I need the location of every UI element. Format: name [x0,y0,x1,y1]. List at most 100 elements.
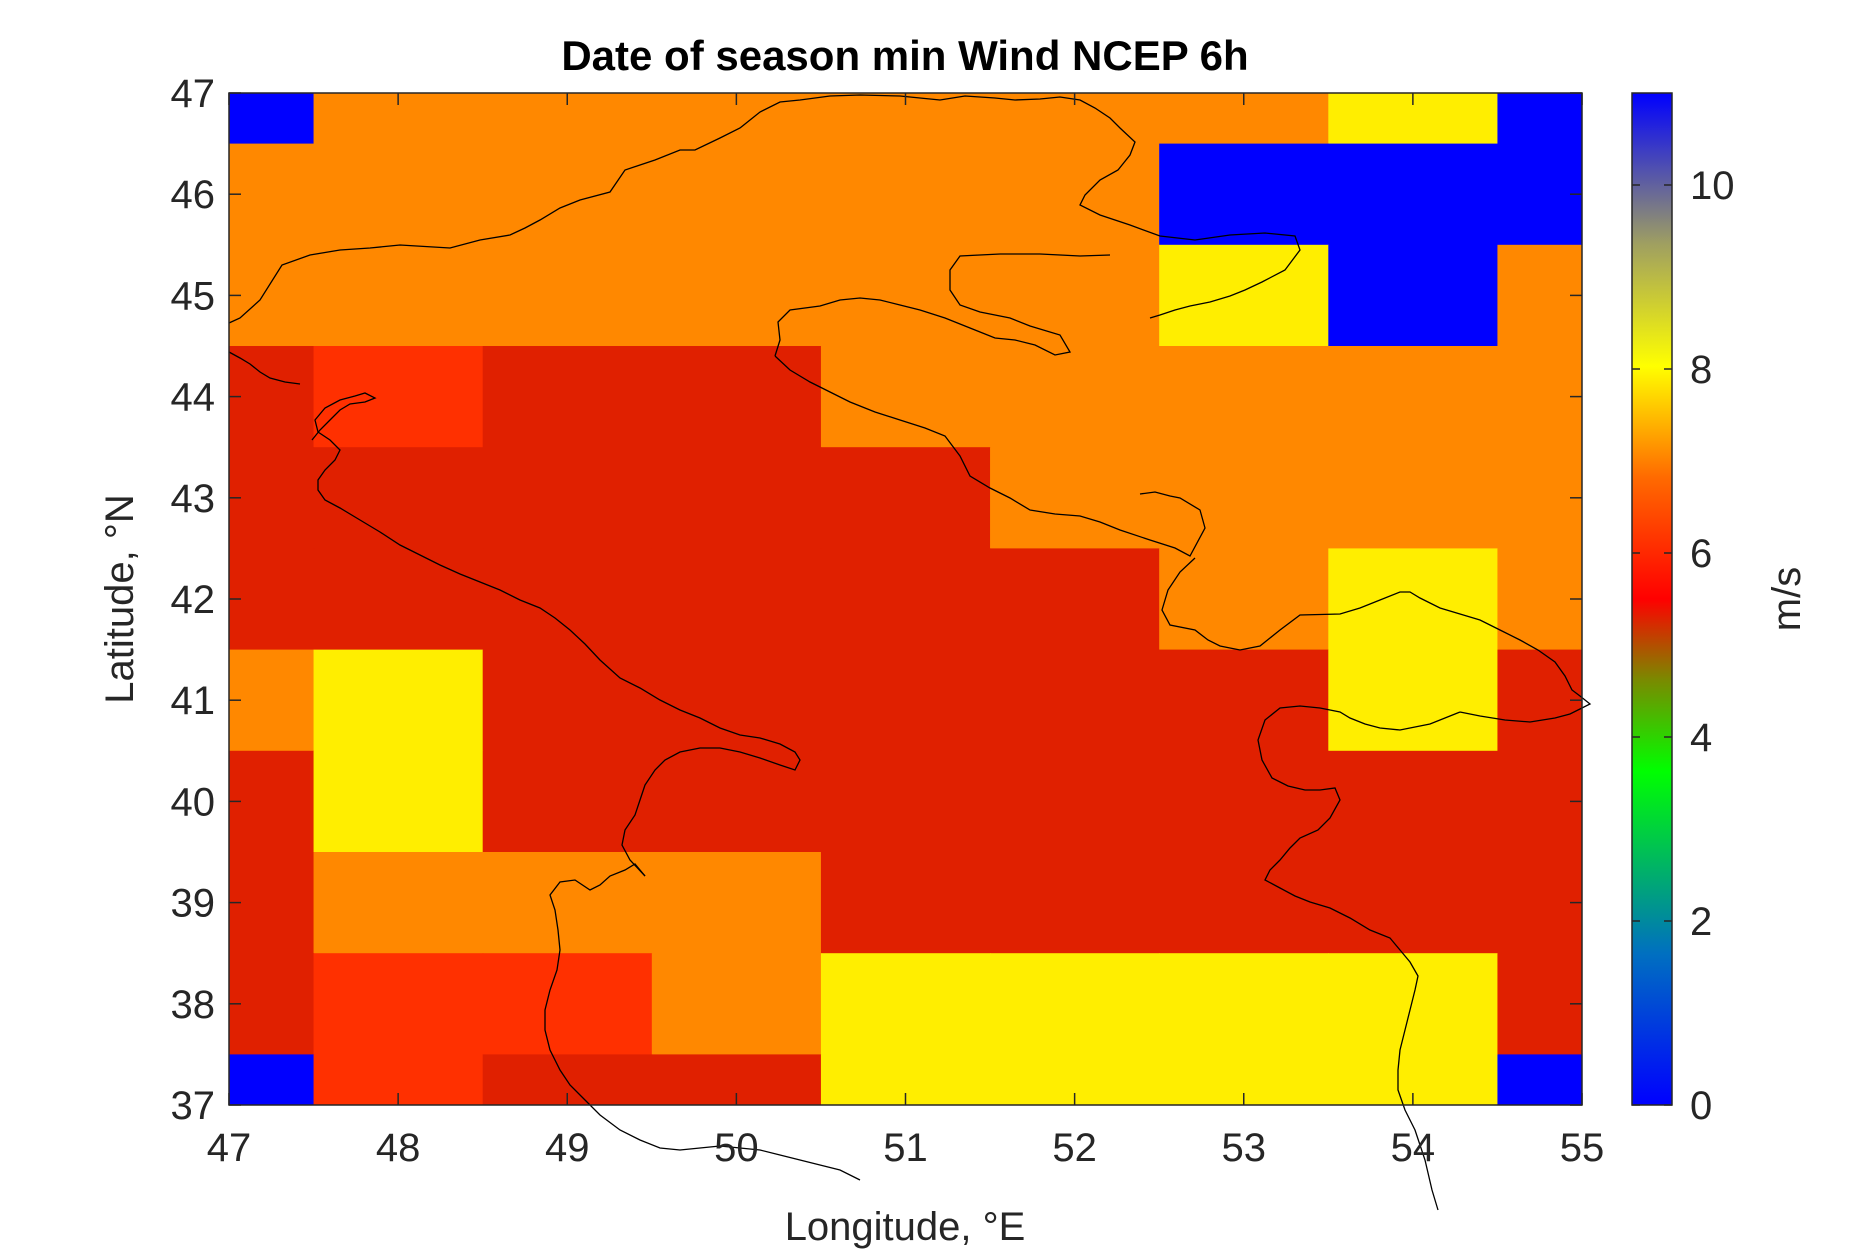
heatmap-cell [1328,852,1498,954]
y-tick-label: 44 [171,376,216,420]
heatmap-cell [482,244,653,347]
heatmap-cell [651,447,822,549]
heatmap-cell [1328,750,1498,853]
heatmap-cell [651,649,822,752]
heatmap-cell [1159,244,1329,347]
heatmap-cell [1497,750,1583,853]
heatmap-cell [1497,143,1583,246]
heatmap-cell [1159,548,1329,651]
heatmap-cell [1497,953,1583,1055]
heatmap-cell [1497,346,1583,448]
x-tick-label: 48 [376,1126,421,1170]
heatmap-cell [820,447,991,549]
heatmap-cell [482,143,653,246]
caspian-coastline [228,94,1592,1211]
heatmap-cell [651,953,822,1055]
heatmap-cell [651,244,822,347]
heatmap-cell [990,953,1160,1055]
heatmap-cell [820,143,991,246]
plot-axes [228,92,1583,1106]
heatmap-cell [313,852,484,954]
chart-title: Date of season min Wind NCEP 6h [561,32,1248,79]
heatmap-cell [482,346,653,448]
x-tick-label: 52 [1052,1126,1097,1170]
x-tick-labels: 47 48 49 50 51 52 53 54 55 [207,1126,1605,1170]
heatmap-cell [820,649,991,752]
heatmap-cell [1159,953,1329,1055]
heatmap-cell [1497,649,1583,752]
heatmap-cell [482,750,653,853]
heatmap-cell [820,548,991,651]
colorbar-label: m/s [1765,567,1809,631]
x-axis-label: Longitude, °E [785,1205,1026,1249]
heatmap-cell [229,750,315,853]
colorbar-tick-label: 4 [1690,716,1712,760]
heatmap-cell [482,852,653,954]
x-tick-label: 54 [1391,1126,1436,1170]
heatmap-cells [229,93,1583,1106]
heatmap-cell [1159,143,1329,246]
heatmap-cell [313,649,484,752]
y-tick-label: 39 [171,882,216,926]
heatmap-cell [990,346,1160,448]
heatmap-cell [313,953,484,1055]
heatmap-cell [1328,143,1498,246]
x-tick-label: 47 [207,1126,252,1170]
heatmap-cell [820,244,991,347]
heatmap-cell [229,244,315,347]
y-tick-label: 43 [171,477,216,521]
colorbar [1631,92,1673,1106]
heatmap-cell [651,548,822,651]
heatmap-cell [313,548,484,651]
y-tick-labels: 37 38 39 40 41 42 43 44 45 46 47 [171,72,216,1128]
y-tick-label: 42 [171,578,216,622]
colorbar-tick-label: 8 [1690,348,1712,392]
heatmap-cell [990,649,1160,752]
heatmap-cell [651,346,822,448]
heatmap-cell [1497,447,1583,549]
heatmap-cell [990,244,1160,347]
heatmap-cell [651,750,822,853]
heatmap-cell [482,649,653,752]
x-tick-label: 55 [1560,1126,1605,1170]
heatmap-cell [1328,953,1498,1055]
heatmap-cell [1159,750,1329,853]
heatmap-cell [990,548,1160,651]
x-tick-label: 49 [545,1126,590,1170]
heatmap-cell [1497,852,1583,954]
colorbar-tick-label: 6 [1690,532,1712,576]
heatmap-cell [1328,548,1498,651]
heatmap-cell [482,548,653,651]
y-tick-label: 47 [171,72,216,116]
heatmap-cell [229,1054,315,1106]
heatmap-cell [1328,649,1498,752]
y-tick-label: 37 [171,1084,216,1128]
heatmap-cell [820,346,991,448]
heatmap-cell [1328,346,1498,448]
heatmap-cell [313,244,484,347]
heatmap-cell [229,143,315,246]
heatmap-cell [482,447,653,549]
heatmap-cell [820,852,991,954]
heatmap-cell [1497,93,1583,145]
heatmap-cell [229,649,315,752]
colorbar-ticks: 0 2 4 6 8 10 [1632,164,1735,1128]
heatmap-cell [990,750,1160,853]
y-tick-label: 40 [171,780,216,824]
heatmap-cell [820,750,991,853]
heatmap-cell [651,852,822,954]
colorbar-tick-label: 0 [1690,1084,1712,1128]
y-tick-label: 45 [171,274,216,318]
heatmap-cell [229,93,315,145]
heatmap-cell [1328,447,1498,549]
heatmap-cell [229,346,315,448]
heatmap-cell [229,852,315,954]
heatmap-cell [313,143,484,246]
y-axis-label: Latitude, °N [98,494,142,703]
heatmap-cell [651,143,822,246]
heatmap-cell [313,447,484,549]
heatmap-cell [229,447,315,549]
heatmap-cell [990,143,1160,246]
x-tick-label: 53 [1222,1126,1267,1170]
